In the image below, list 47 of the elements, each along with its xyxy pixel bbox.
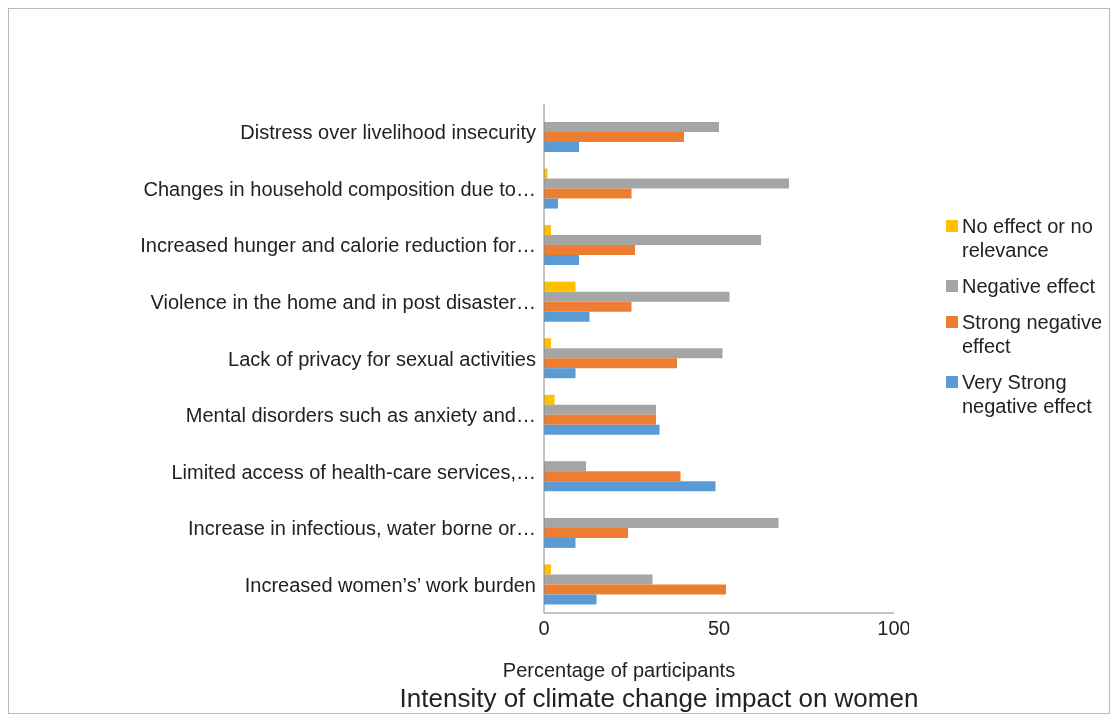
bar	[544, 132, 684, 142]
bar	[544, 291, 730, 302]
legend-label: Strong negative effect	[962, 310, 1104, 358]
y-tick-label: Violence in the home and in post disaster…	[150, 291, 536, 314]
x-tick-label: 100	[877, 617, 911, 640]
y-tick-label: Increase in infectious, water borne or…	[188, 517, 536, 540]
y-tick-label: Lack of privacy for sexual activities	[228, 347, 536, 370]
y-tick-label: Increased women’s’ work burden	[244, 573, 536, 596]
bar	[544, 358, 677, 369]
bar	[544, 255, 579, 266]
bar	[544, 394, 555, 405]
bar	[544, 178, 789, 189]
bar	[544, 235, 761, 246]
bar	[544, 414, 656, 425]
bar	[544, 517, 779, 528]
bar	[544, 424, 660, 435]
bar	[544, 198, 558, 209]
bar	[544, 281, 576, 292]
legend-label: Very Strong negative effect	[962, 370, 1093, 418]
bar	[544, 404, 656, 415]
bar	[544, 537, 576, 548]
y-tick-label: Distress over livelihood insecurity	[240, 121, 536, 144]
bar	[544, 142, 579, 152]
y-tick-label: Mental disorders such as anxiety and…	[185, 404, 536, 427]
bar	[544, 461, 586, 472]
legend-label: Negative effect	[962, 274, 1096, 298]
bar	[544, 301, 632, 312]
bar	[544, 122, 719, 132]
bar	[544, 188, 632, 199]
bar	[544, 368, 576, 379]
bar	[544, 311, 590, 322]
x-tick-label: 0	[538, 617, 550, 640]
bar	[544, 471, 681, 482]
bar	[544, 594, 597, 605]
x-tick-label: 50	[707, 617, 731, 640]
y-tick-label: Increased hunger and calorie reduction for…	[140, 234, 536, 257]
bar	[544, 584, 726, 595]
bar	[544, 481, 716, 492]
bar	[544, 348, 723, 359]
text: Intensity of climate change impact on women	[398, 683, 920, 714]
legend-label: No effect or no relevance	[962, 214, 1094, 262]
bar	[544, 527, 628, 538]
y-tick-label: Changes in household composition due to…	[143, 177, 536, 200]
bar	[544, 574, 653, 585]
bar	[544, 245, 635, 256]
x-axis-title: Percentage of participants	[501, 659, 737, 682]
y-tick-label: Limited access of health-care services,…	[171, 460, 536, 483]
